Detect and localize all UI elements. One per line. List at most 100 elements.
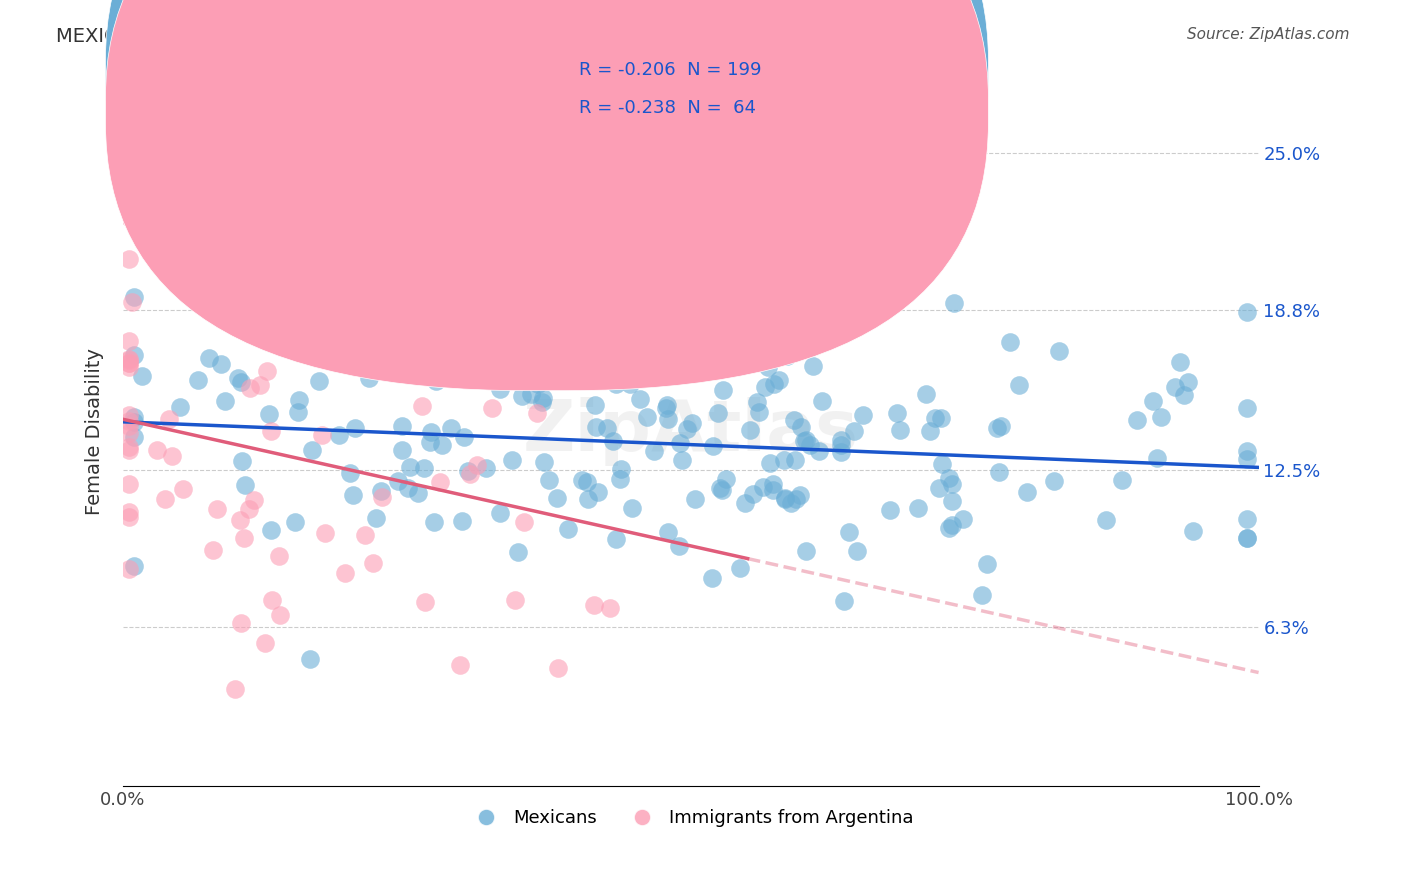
Immigrants from Argentina	[526, 406, 548, 420]
Mexicans	[830, 438, 852, 452]
Mexicans	[924, 410, 946, 425]
Immigrants from Argentina	[314, 526, 336, 541]
Mexicans	[408, 486, 430, 500]
Mexicans	[257, 408, 280, 422]
Mexicans	[124, 290, 146, 304]
Immigrants from Argentina	[118, 442, 141, 457]
Immigrants from Argentina	[118, 334, 141, 348]
Mexicans	[1236, 451, 1258, 466]
Immigrants from Argentina	[363, 557, 385, 571]
Immigrants from Argentina	[359, 287, 381, 301]
Mexicans	[488, 382, 510, 396]
Mexicans	[287, 405, 309, 419]
Mexicans	[710, 483, 733, 497]
Mexicans	[1095, 513, 1118, 527]
Mexicans	[942, 295, 965, 310]
Mexicans	[845, 544, 868, 558]
Mexicans	[620, 500, 643, 515]
Mexicans	[301, 442, 323, 457]
Immigrants from Argentina	[449, 658, 471, 673]
Mexicans	[131, 369, 153, 384]
Mexicans	[794, 543, 817, 558]
Mexicans	[398, 459, 420, 474]
Immigrants from Argentina	[157, 412, 180, 426]
Immigrants from Argentina	[260, 424, 283, 438]
Mexicans	[709, 481, 731, 495]
Mexicans	[457, 464, 479, 478]
Mexicans	[391, 442, 413, 457]
Immigrants from Argentina	[254, 636, 277, 650]
Mexicans	[842, 424, 865, 438]
Immigrants from Argentina	[547, 660, 569, 674]
Mexicans	[602, 434, 624, 448]
Mexicans	[124, 410, 146, 425]
Mexicans	[124, 558, 146, 573]
Mexicans	[907, 500, 929, 515]
Mexicans	[728, 561, 751, 575]
Mexicans	[343, 421, 366, 435]
Mexicans	[226, 371, 249, 385]
Immigrants from Argentina	[118, 352, 141, 367]
Mexicans	[430, 438, 453, 452]
Mexicans	[585, 419, 607, 434]
Immigrants from Argentina	[118, 356, 141, 370]
Mexicans	[941, 517, 963, 532]
Mexicans	[527, 376, 550, 391]
Mexicans	[759, 456, 782, 470]
Mexicans	[520, 280, 543, 294]
Mexicans	[209, 357, 232, 371]
Mexicans	[124, 415, 146, 429]
Mexicans	[773, 452, 796, 467]
Mexicans	[789, 488, 811, 502]
Mexicans	[918, 424, 941, 438]
Mexicans	[314, 345, 336, 359]
Immigrants from Argentina	[481, 401, 503, 415]
Mexicans	[411, 293, 433, 308]
Mexicans	[169, 400, 191, 414]
Mexicans	[852, 408, 875, 422]
Mexicans	[941, 476, 963, 491]
Mexicans	[938, 521, 960, 535]
Mexicans	[875, 295, 897, 310]
Mexicans	[681, 416, 703, 430]
Mexicans	[464, 364, 486, 378]
Mexicans	[655, 401, 678, 416]
Immigrants from Argentina	[229, 616, 252, 631]
Immigrants from Argentina	[153, 492, 176, 507]
Mexicans	[783, 413, 806, 427]
Mexicans	[515, 318, 537, 333]
Mexicans	[762, 476, 785, 491]
Y-axis label: Female Disability: Female Disability	[86, 349, 104, 516]
Mexicans	[328, 427, 350, 442]
Immigrants from Argentina	[256, 364, 278, 378]
Mexicans	[1142, 394, 1164, 409]
Mexicans	[752, 481, 775, 495]
Mexicans	[1150, 409, 1173, 424]
Immigrants from Argentina	[512, 515, 534, 529]
Immigrants from Argentina	[118, 409, 141, 423]
Mexicans	[1111, 473, 1133, 487]
Mexicans	[512, 389, 534, 403]
Immigrants from Argentina	[118, 211, 141, 225]
Mexicans	[657, 525, 679, 540]
Immigrants from Argentina	[118, 440, 141, 454]
Mexicans	[1236, 531, 1258, 545]
Mexicans	[339, 467, 361, 481]
Mexicans	[1015, 484, 1038, 499]
Immigrants from Argentina	[333, 566, 356, 580]
Mexicans	[671, 452, 693, 467]
Mexicans	[707, 406, 730, 420]
Mexicans	[609, 472, 631, 486]
Immigrants from Argentina	[582, 599, 605, 613]
Mexicans	[879, 503, 901, 517]
Mexicans	[832, 594, 855, 608]
Text: MEXICAN VS IMMIGRANTS FROM ARGENTINA FEMALE DISABILITY CORRELATION CHART: MEXICAN VS IMMIGRANTS FROM ARGENTINA FEM…	[56, 27, 905, 45]
Mexicans	[124, 429, 146, 443]
Mexicans	[453, 430, 475, 444]
Mexicans	[233, 477, 256, 491]
Immigrants from Argentina	[305, 128, 328, 142]
Legend: Mexicans, Immigrants from Argentina: Mexicans, Immigrants from Argentina	[461, 802, 921, 834]
Mexicans	[229, 375, 252, 389]
Mexicans	[793, 434, 815, 449]
Mexicans	[941, 494, 963, 508]
